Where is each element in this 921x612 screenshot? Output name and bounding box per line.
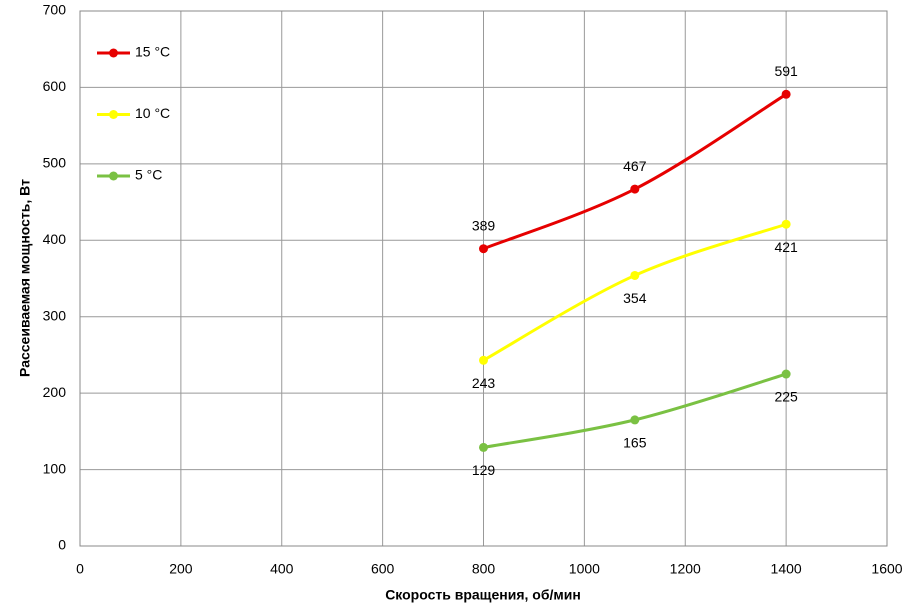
x-tick-label: 200 [169,561,193,577]
data-point [479,442,488,452]
x-tick-label: 400 [270,561,294,577]
y-tick-label: 700 [43,2,67,18]
legend-marker [109,48,118,58]
x-tick-label: 1400 [771,561,802,577]
x-axis-title: Скорость вращения, об/мин [385,587,581,603]
y-tick-label: 200 [43,384,67,400]
x-tick-label: 800 [472,561,496,577]
x-tick-label: 1600 [871,561,902,577]
data-point [630,270,640,280]
plot-border [79,10,888,547]
y-tick-label: 600 [43,78,67,94]
legend-label: 15 °C [135,44,170,60]
data-point [479,244,488,254]
y-tick-label: 100 [43,460,67,476]
x-tick-label: 1000 [569,561,600,577]
data-point [630,184,640,194]
data-label: 591 [774,63,798,79]
data-label: 129 [472,462,496,478]
y-tick-label: 500 [43,155,67,171]
data-label: 467 [623,158,647,174]
y-axis-title: Рассеиваемая мощность, Вт [17,179,33,377]
data-point [630,415,640,425]
legend-label: 5 °C [135,167,162,183]
legend-label: 10 °C [135,105,170,121]
data-label: 421 [774,239,798,255]
data-point [781,89,791,99]
data-point [781,219,791,229]
data-label: 225 [774,389,798,405]
x-tick-label: 0 [76,561,84,577]
data-point [479,355,488,365]
x-tick-label: 1200 [670,561,701,577]
legend-marker [109,171,118,181]
x-tick-label: 600 [371,561,395,577]
y-tick-label: 300 [43,307,67,323]
data-label: 243 [472,375,496,391]
y-tick-label: 400 [43,231,67,247]
y-tick-label: 0 [58,537,66,553]
legend-marker [109,110,118,119]
data-point [781,369,791,379]
data-label: 389 [472,217,496,233]
data-label: 165 [623,435,647,451]
data-label: 354 [623,290,647,306]
